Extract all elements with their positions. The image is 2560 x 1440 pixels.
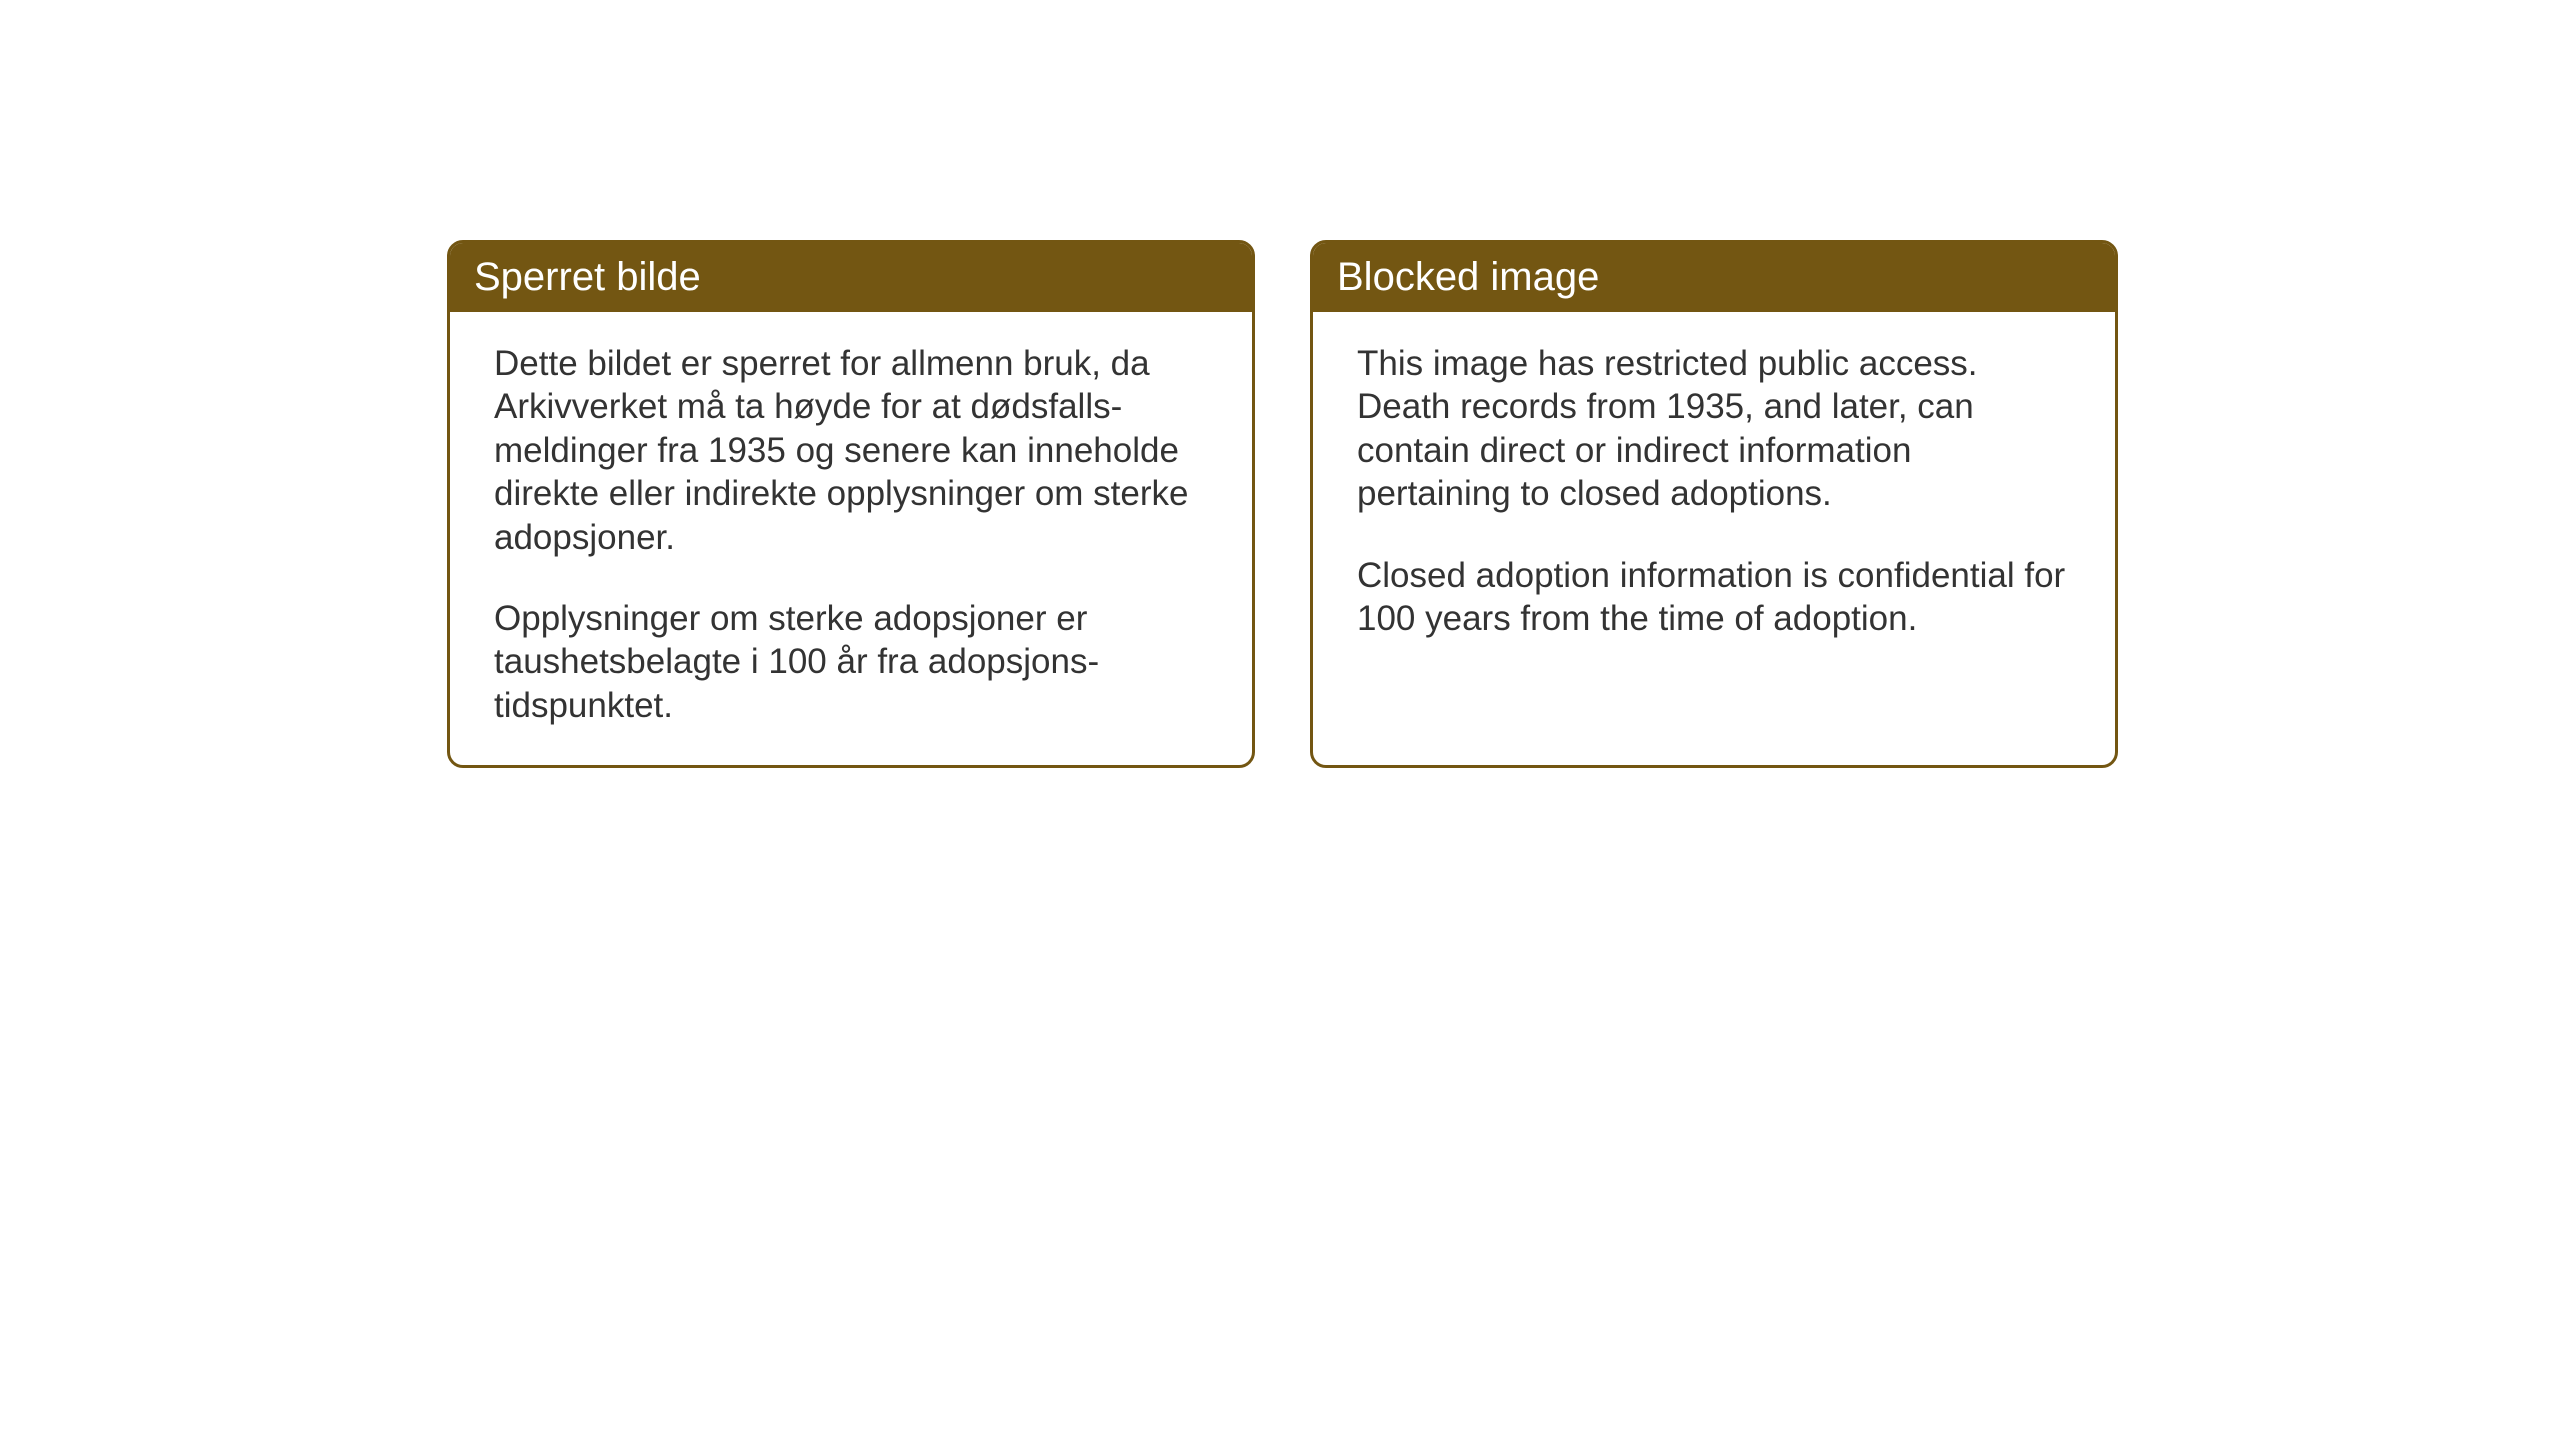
card-english: Blocked image This image has restricted … [1310,240,2118,768]
card-paragraph-2-norwegian: Opplysninger om sterke adopsjoner er tau… [494,597,1208,727]
card-body-english: This image has restricted public access.… [1313,312,2115,678]
card-header-english: Blocked image [1313,243,2115,312]
card-paragraph-1-english: This image has restricted public access.… [1357,342,2071,516]
card-header-norwegian: Sperret bilde [450,243,1252,312]
card-title-english: Blocked image [1337,255,1599,299]
card-body-norwegian: Dette bildet er sperret for allmenn bruk… [450,312,1252,765]
card-paragraph-1-norwegian: Dette bildet er sperret for allmenn bruk… [494,342,1208,559]
card-title-norwegian: Sperret bilde [474,255,701,299]
card-paragraph-2-english: Closed adoption information is confident… [1357,554,2071,641]
cards-container: Sperret bilde Dette bildet er sperret fo… [447,240,2118,768]
card-norwegian: Sperret bilde Dette bildet er sperret fo… [447,240,1255,768]
